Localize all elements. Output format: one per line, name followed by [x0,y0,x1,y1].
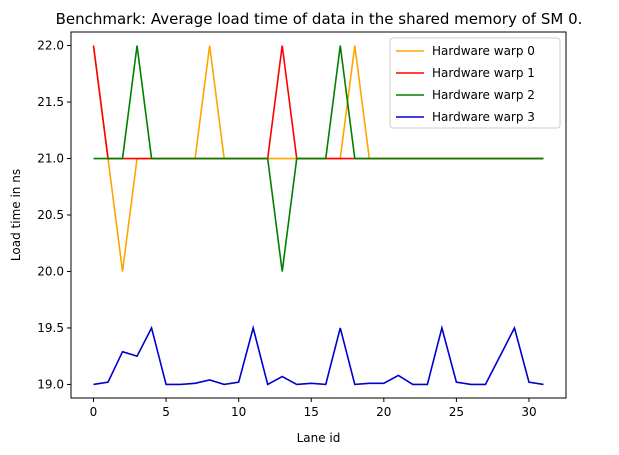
y-tick-label: 19.0 [37,377,64,391]
x-tick-label: 15 [304,405,319,419]
x-tick-label: 25 [449,405,464,419]
x-tick-label: 20 [376,405,391,419]
series-line-warp-2 [93,45,544,272]
x-tick-label: 5 [162,405,170,419]
legend-label: Hardware warp 1 [432,66,535,80]
y-tick-label: 21.5 [37,95,64,109]
legend-label: Hardware warp 2 [432,88,535,102]
y-tick-label: 20.5 [37,208,64,222]
y-axis-label: Load time in ns [9,169,23,261]
chart-title: Benchmark: Average load time of data in … [56,10,583,28]
x-tick-label: 30 [521,405,536,419]
legend: Hardware warp 0 Hardware warp 1 Hardware w… [389,37,561,129]
legend-label: Hardware warp 3 [432,110,535,124]
legend-box [389,37,561,129]
y-tick-label: 21.0 [37,152,64,166]
y-tick-label: 22.0 [37,39,64,53]
x-tick-label: 10 [231,405,246,419]
x-axis-label: Lane id [297,431,341,445]
y-axis-ticks: 19.0 19.5 20.0 20.5 21.0 21.5 22.0 [37,39,71,391]
x-axis-ticks: 0 5 10 15 20 25 30 [90,398,537,419]
y-tick-label: 20.0 [37,264,64,278]
series-layer [92,45,544,386]
legend-label: Hardware warp 0 [432,44,535,58]
x-tick-label: 0 [90,405,98,419]
series-line-warp-3 [93,324,544,386]
y-tick-label: 19.5 [37,321,64,335]
